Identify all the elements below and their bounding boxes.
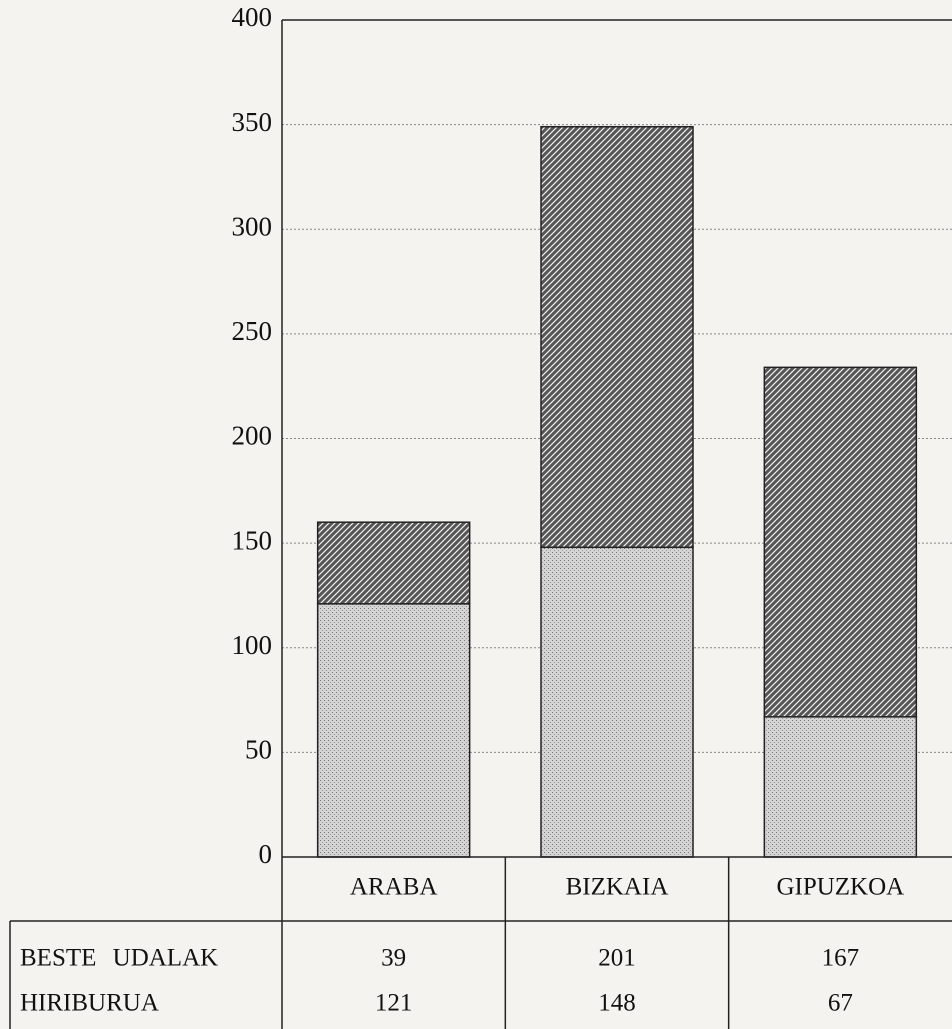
- y-tick-label: 100: [232, 630, 273, 660]
- y-tick-label: 300: [232, 211, 273, 241]
- table-value: 67: [828, 990, 853, 1017]
- bar-segment: [763, 366, 918, 718]
- y-tick-label: 0: [259, 839, 273, 869]
- y-tick-label: 50: [245, 735, 272, 765]
- table-value: 39: [381, 945, 406, 972]
- category-label: GIPUZKOA: [776, 874, 904, 901]
- category-label: BIZKAIA: [566, 874, 669, 901]
- table-value: 121: [375, 990, 413, 1017]
- legend-label: HIRIBURUA: [20, 990, 159, 1017]
- category-label: ARABA: [350, 874, 438, 901]
- bar-segment: [316, 603, 471, 858]
- table-value: 201: [598, 945, 636, 972]
- bar-segment: [540, 125, 694, 549]
- y-tick-label: 200: [232, 421, 273, 451]
- table-value: 167: [822, 945, 860, 972]
- y-tick-label: 400: [232, 2, 273, 32]
- y-tick-label: 150: [232, 525, 273, 555]
- y-tick-label: 350: [232, 107, 273, 137]
- bar-segment: [316, 521, 471, 605]
- table-value: 148: [598, 990, 636, 1017]
- bar-segment: [540, 546, 694, 858]
- bar-segment: [763, 716, 918, 858]
- y-tick-label: 250: [232, 316, 273, 346]
- legend-label: BESTE UDALAK: [20, 945, 218, 972]
